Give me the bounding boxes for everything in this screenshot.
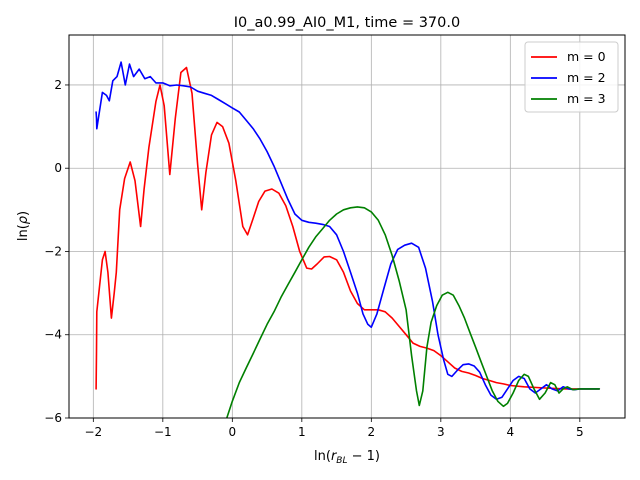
legend: m = 0 m = 2 m = 3 [524,41,619,113]
series-line-2 [226,206,601,418]
legend-label: m = 0 [567,49,606,64]
y-tick-label: −2 [44,244,62,258]
y-tick-label: 2 [54,78,62,92]
y-tick-label: −6 [44,411,62,425]
x-tick-label: 0 [229,425,237,439]
x-axis-label: ln(rBL − 1) [314,449,380,466]
y-axis-label: ln(ρ) [16,211,31,241]
series-line-1 [95,61,601,401]
legend-label: m = 2 [567,70,606,85]
x-tick-label: −2 [84,425,102,439]
x-tick-label: 3 [437,425,445,439]
series-line-0 [95,66,601,390]
y-tick-label: 0 [54,161,62,175]
chart-title: I0_a0.99_AI0_M1, time = 370.0 [234,15,460,31]
x-tick-label: −1 [154,425,172,439]
x-tick-label: 4 [507,425,515,439]
y-axis: −6 −4 −2 0 2 [44,78,69,425]
legend-box [524,41,619,113]
y-tick-label: −4 [44,328,62,342]
x-tick-label: 5 [576,425,584,439]
x-tick-label: 1 [298,425,306,439]
plot-frame [68,34,626,419]
x-axis: −2 −1 0 1 2 3 4 5 [84,418,584,439]
series-group [95,61,601,418]
legend-label: m = 3 [567,91,606,106]
x-tick-label: 2 [368,425,376,439]
